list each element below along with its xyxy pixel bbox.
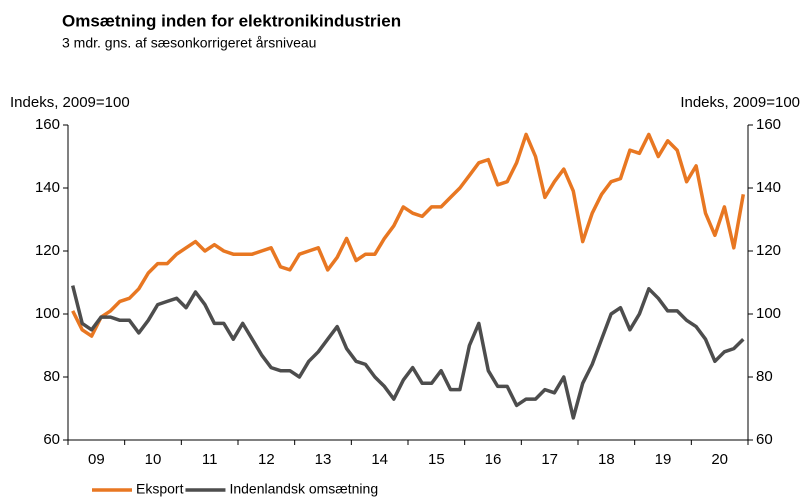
x-tick-label: 09	[88, 451, 105, 468]
legend-label: Eksport	[136, 481, 184, 497]
y-axis-label: Indeks, 2009=100	[10, 94, 130, 111]
y-tick-label: 100	[35, 305, 60, 322]
y-tick-label: 120	[35, 242, 60, 259]
series-line	[71, 132, 746, 338]
y2-tick-label: 120	[756, 242, 781, 259]
y-tick-label: 140	[35, 179, 60, 196]
x-tick-label: 12	[258, 451, 275, 468]
y-tick-label: 80	[43, 368, 60, 385]
x-tick-label: 13	[315, 451, 332, 468]
y2-tick-label: 100	[756, 305, 781, 322]
chart-title: Omsætning inden for elektronikindustrien	[62, 11, 401, 30]
x-tick-label: 10	[145, 451, 162, 468]
x-tick-label: 11	[202, 451, 218, 468]
x-tick-label: 19	[655, 451, 672, 468]
x-tick-label: 18	[598, 451, 615, 468]
chart-subtitle: 3 mdr. gns. af sæsonkorrigeret årsniveau	[62, 35, 316, 51]
y2-tick-label: 140	[756, 179, 781, 196]
y2-tick-label: 80	[756, 368, 773, 385]
x-tick-label: 15	[428, 451, 445, 468]
y2-axis-label: Indeks, 2009=100	[680, 94, 800, 111]
legend-label: Indenlandsk omsætning	[229, 481, 378, 497]
y-tick-label: 60	[43, 431, 60, 448]
y-tick-label: 160	[35, 116, 60, 133]
x-tick-label: 20	[711, 451, 728, 468]
series-line	[71, 285, 745, 420]
y2-tick-label: 60	[756, 431, 773, 448]
x-tick-label: 17	[541, 451, 558, 468]
x-tick-label: 14	[371, 451, 388, 468]
x-tick-label: 16	[485, 451, 502, 468]
y2-tick-label: 160	[756, 116, 781, 133]
